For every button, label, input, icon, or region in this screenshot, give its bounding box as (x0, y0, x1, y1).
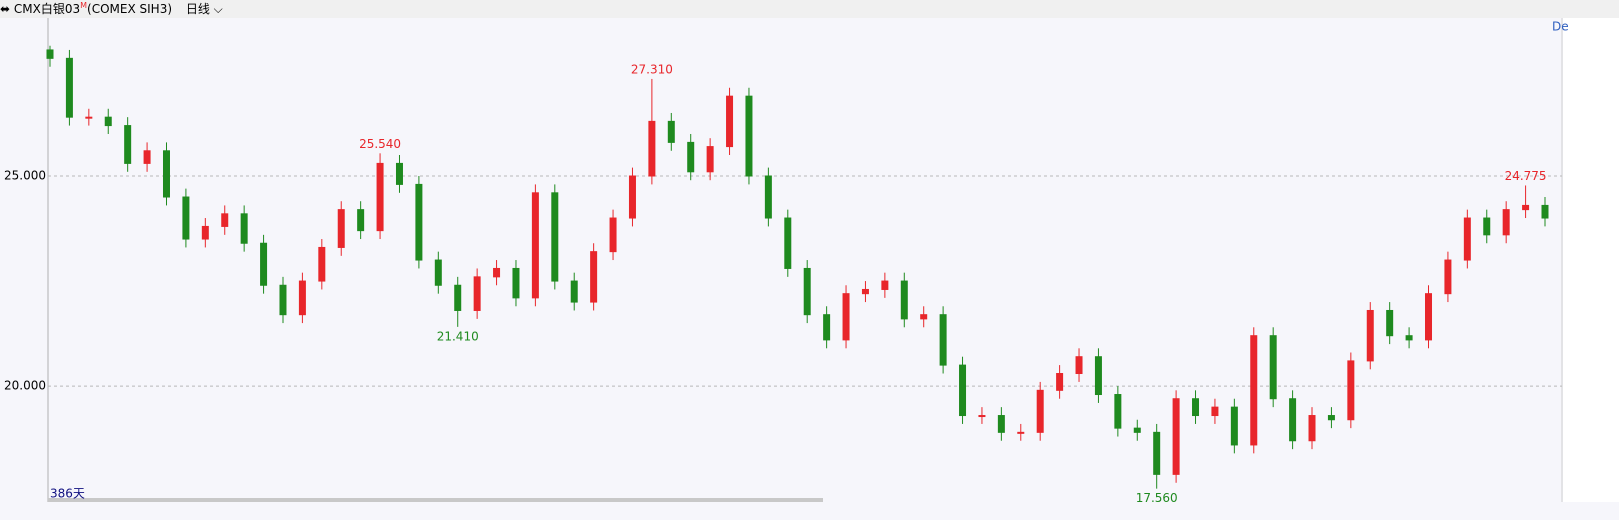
candle-body (1250, 335, 1258, 446)
candle-body (1444, 259, 1452, 295)
candle-body (512, 267, 520, 299)
candle-body (726, 95, 734, 148)
candle-body (551, 192, 559, 282)
candle-body (1036, 389, 1044, 433)
candle-body (357, 209, 365, 232)
candle-body (240, 213, 248, 244)
candle-body (85, 116, 93, 119)
candle-body (162, 150, 170, 198)
contract: (COMEX SIH3) (87, 2, 173, 16)
candle-body (1366, 309, 1374, 362)
candle-body (531, 192, 539, 299)
candle-body (978, 415, 986, 418)
extreme-label: 25.540 (359, 137, 401, 151)
candle-body (570, 280, 578, 303)
candle-body (260, 242, 268, 286)
candle-body (1522, 204, 1530, 211)
candle-body (1425, 293, 1433, 341)
candle-body (279, 284, 287, 316)
title-bar: ⬌ CMX白银03M(COMEX SIH3) 日线 ⌵ (0, 0, 1619, 18)
candle-body (65, 57, 73, 118)
candle-body (46, 49, 54, 59)
candle-body (881, 280, 889, 290)
scrollbar[interactable] (48, 498, 823, 502)
tag: M (80, 1, 88, 10)
candle-body (201, 225, 209, 240)
candle-body (1017, 431, 1025, 434)
period[interactable]: 日线 (185, 2, 210, 16)
candle-body (182, 196, 190, 240)
candle-body (1347, 360, 1355, 421)
candle-body (900, 280, 908, 320)
y-tick-label: 25.000 (4, 169, 46, 183)
corner-label: De (1552, 20, 1569, 34)
day-count: 386天 (50, 487, 85, 501)
candle-body (861, 288, 869, 295)
candle-body (1192, 398, 1200, 417)
candle-body (298, 280, 306, 316)
candle-body (667, 120, 675, 143)
candle-body (1114, 394, 1122, 429)
candle-body (1386, 309, 1394, 337)
candle-body (1483, 217, 1491, 236)
candle-body (706, 146, 714, 173)
candle-body (395, 162, 403, 185)
candle-body (143, 150, 151, 164)
candle-body (939, 314, 947, 366)
candle-body (493, 267, 501, 278)
extreme-label: 27.310 (631, 62, 673, 76)
candle-body (745, 95, 753, 177)
candle-body (434, 259, 442, 286)
candle-body (1056, 373, 1064, 391)
candle-body (1541, 204, 1549, 219)
extreme-label: 21.410 (437, 329, 479, 343)
y-tick-label: 20.000 (4, 379, 46, 393)
candle-body (1463, 217, 1471, 261)
candle-body (1502, 209, 1510, 236)
candle-body (628, 175, 636, 219)
side-panel (1563, 18, 1619, 502)
candle-body (1289, 398, 1297, 442)
candle-body (1075, 356, 1083, 375)
candle-body (1172, 398, 1180, 475)
candle-body (104, 116, 112, 127)
candle-body (124, 125, 132, 164)
candle-body (454, 284, 462, 311)
dropdown[interactable]: ⌵ (209, 2, 223, 16)
candle-body (1230, 406, 1238, 446)
candle-body (337, 209, 345, 248)
candle-body (221, 213, 229, 227)
candle-body (1405, 335, 1413, 341)
candle-body (318, 246, 326, 282)
candle-body (823, 314, 831, 341)
icon: ⬌ (0, 2, 11, 16)
candle-body (609, 217, 617, 253)
candle-body (1327, 415, 1335, 421)
candle-body (590, 251, 598, 303)
candle-body (1153, 431, 1161, 475)
candle-body (764, 175, 772, 219)
symbol: CMX白银03 (13, 2, 81, 16)
candle-body (1133, 427, 1141, 433)
plot-bg (0, 18, 1562, 502)
candle-body (1094, 356, 1102, 396)
candle-body (920, 314, 928, 320)
candle-body (1211, 406, 1219, 417)
candle-body (648, 120, 656, 177)
candle-body (687, 141, 695, 173)
candle-body (415, 183, 423, 261)
candle-body (842, 293, 850, 341)
extreme-label: 24.775 (1505, 169, 1547, 183)
candle-body (803, 267, 811, 316)
candle-body (784, 217, 792, 269)
candle-body (997, 415, 1005, 433)
candle-body (376, 162, 384, 232)
candle-body (959, 364, 967, 417)
extreme-label: 17.560 (1136, 491, 1178, 505)
candle-body (1269, 335, 1277, 400)
candle-body (1308, 415, 1316, 442)
candle-body (473, 276, 481, 311)
